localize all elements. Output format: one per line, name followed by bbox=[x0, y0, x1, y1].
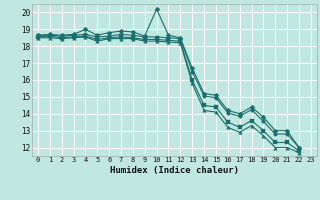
X-axis label: Humidex (Indice chaleur): Humidex (Indice chaleur) bbox=[110, 166, 239, 175]
